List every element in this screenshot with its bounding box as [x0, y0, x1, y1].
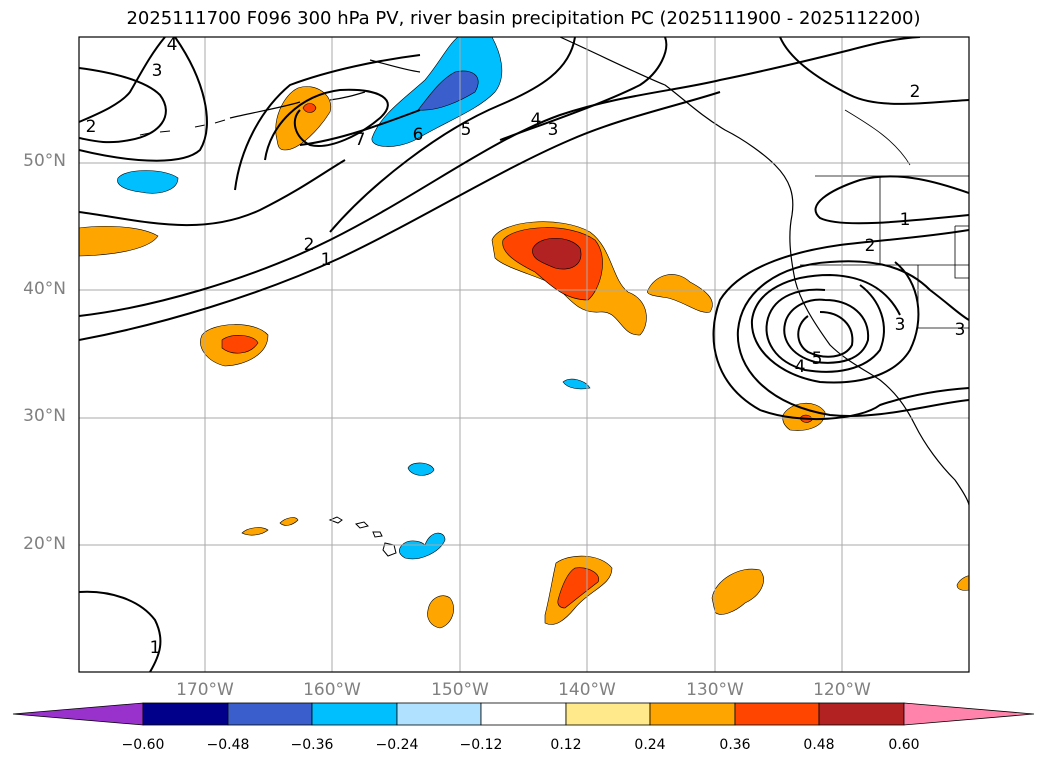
contour-label: 5	[461, 120, 472, 140]
precip-shading	[79, 37, 969, 629]
lat-label-20n: 20°N	[23, 534, 66, 554]
colorbar-extend-high	[903, 702, 1035, 726]
map-frame	[78, 36, 970, 673]
contour-label: 3	[955, 320, 966, 340]
colorbar-bin	[565, 702, 651, 726]
contour-label: 4	[167, 35, 178, 55]
lon-label-160w: 160°W	[303, 680, 361, 700]
colorbar-bin	[480, 702, 567, 726]
contour-label: 1	[321, 250, 332, 270]
contour-label: 3	[895, 315, 906, 335]
colorbar-tick: −0.60	[121, 737, 165, 753]
contour-label: 2	[304, 235, 315, 255]
contour-label: 4	[531, 110, 542, 130]
colorbar-tick: 0.36	[719, 737, 751, 753]
colorbar-bin	[227, 702, 313, 726]
islands	[139, 119, 397, 557]
lon-label-170w: 170°W	[176, 680, 234, 700]
map-title: 2025111700 F096 300 hPa PV, river basin …	[126, 8, 921, 29]
colorbar-tick: −0.24	[375, 737, 419, 753]
colorbar-extend-low	[12, 702, 144, 726]
colorbar-tick: 0.60	[888, 737, 920, 753]
colorbar-bin	[142, 702, 229, 726]
colorbar-bin	[396, 702, 482, 726]
lat-label-30n: 30°N	[23, 406, 66, 426]
colorbar	[12, 702, 1035, 726]
lon-label-120w: 120°W	[813, 680, 871, 700]
contour-label: 1	[900, 210, 911, 230]
colorbar-tick: −0.48	[206, 737, 250, 753]
contour-label: 1	[150, 638, 161, 658]
contour-label: 7	[355, 130, 366, 150]
colorbar-bin	[649, 702, 736, 726]
contour-label: 3	[152, 61, 163, 81]
pv-contours	[79, 37, 969, 672]
contour-label: 3	[548, 120, 559, 140]
lat-label-50n: 50°N	[23, 151, 66, 171]
lon-label-130w: 130°W	[686, 680, 744, 700]
colorbar-bin	[818, 702, 905, 726]
colorbar-bin	[311, 702, 398, 726]
colorbar-tick: 0.24	[634, 737, 666, 753]
lon-label-140w: 140°W	[558, 680, 616, 700]
contour-label: 6	[413, 125, 424, 145]
colorbar-tick: 0.12	[550, 737, 582, 753]
lat-label-40n: 40°N	[23, 279, 66, 299]
contour-label: 4	[795, 357, 806, 377]
contour-label: 2	[865, 236, 876, 256]
contour-label: 2	[910, 82, 921, 102]
lon-label-150w: 150°W	[431, 680, 489, 700]
contour-label: 5	[812, 349, 823, 369]
colorbar-tick: 0.48	[803, 737, 835, 753]
colorbar-tick: −0.36	[290, 737, 334, 753]
contour-label: 2	[86, 117, 97, 137]
colorbar-bin	[734, 702, 820, 726]
colorbar-tick: −0.12	[459, 737, 503, 753]
contour-labels: 3 4 2 7 6 5 4 3 2 1 2 1 2 3 3 4 5 1	[86, 35, 966, 658]
